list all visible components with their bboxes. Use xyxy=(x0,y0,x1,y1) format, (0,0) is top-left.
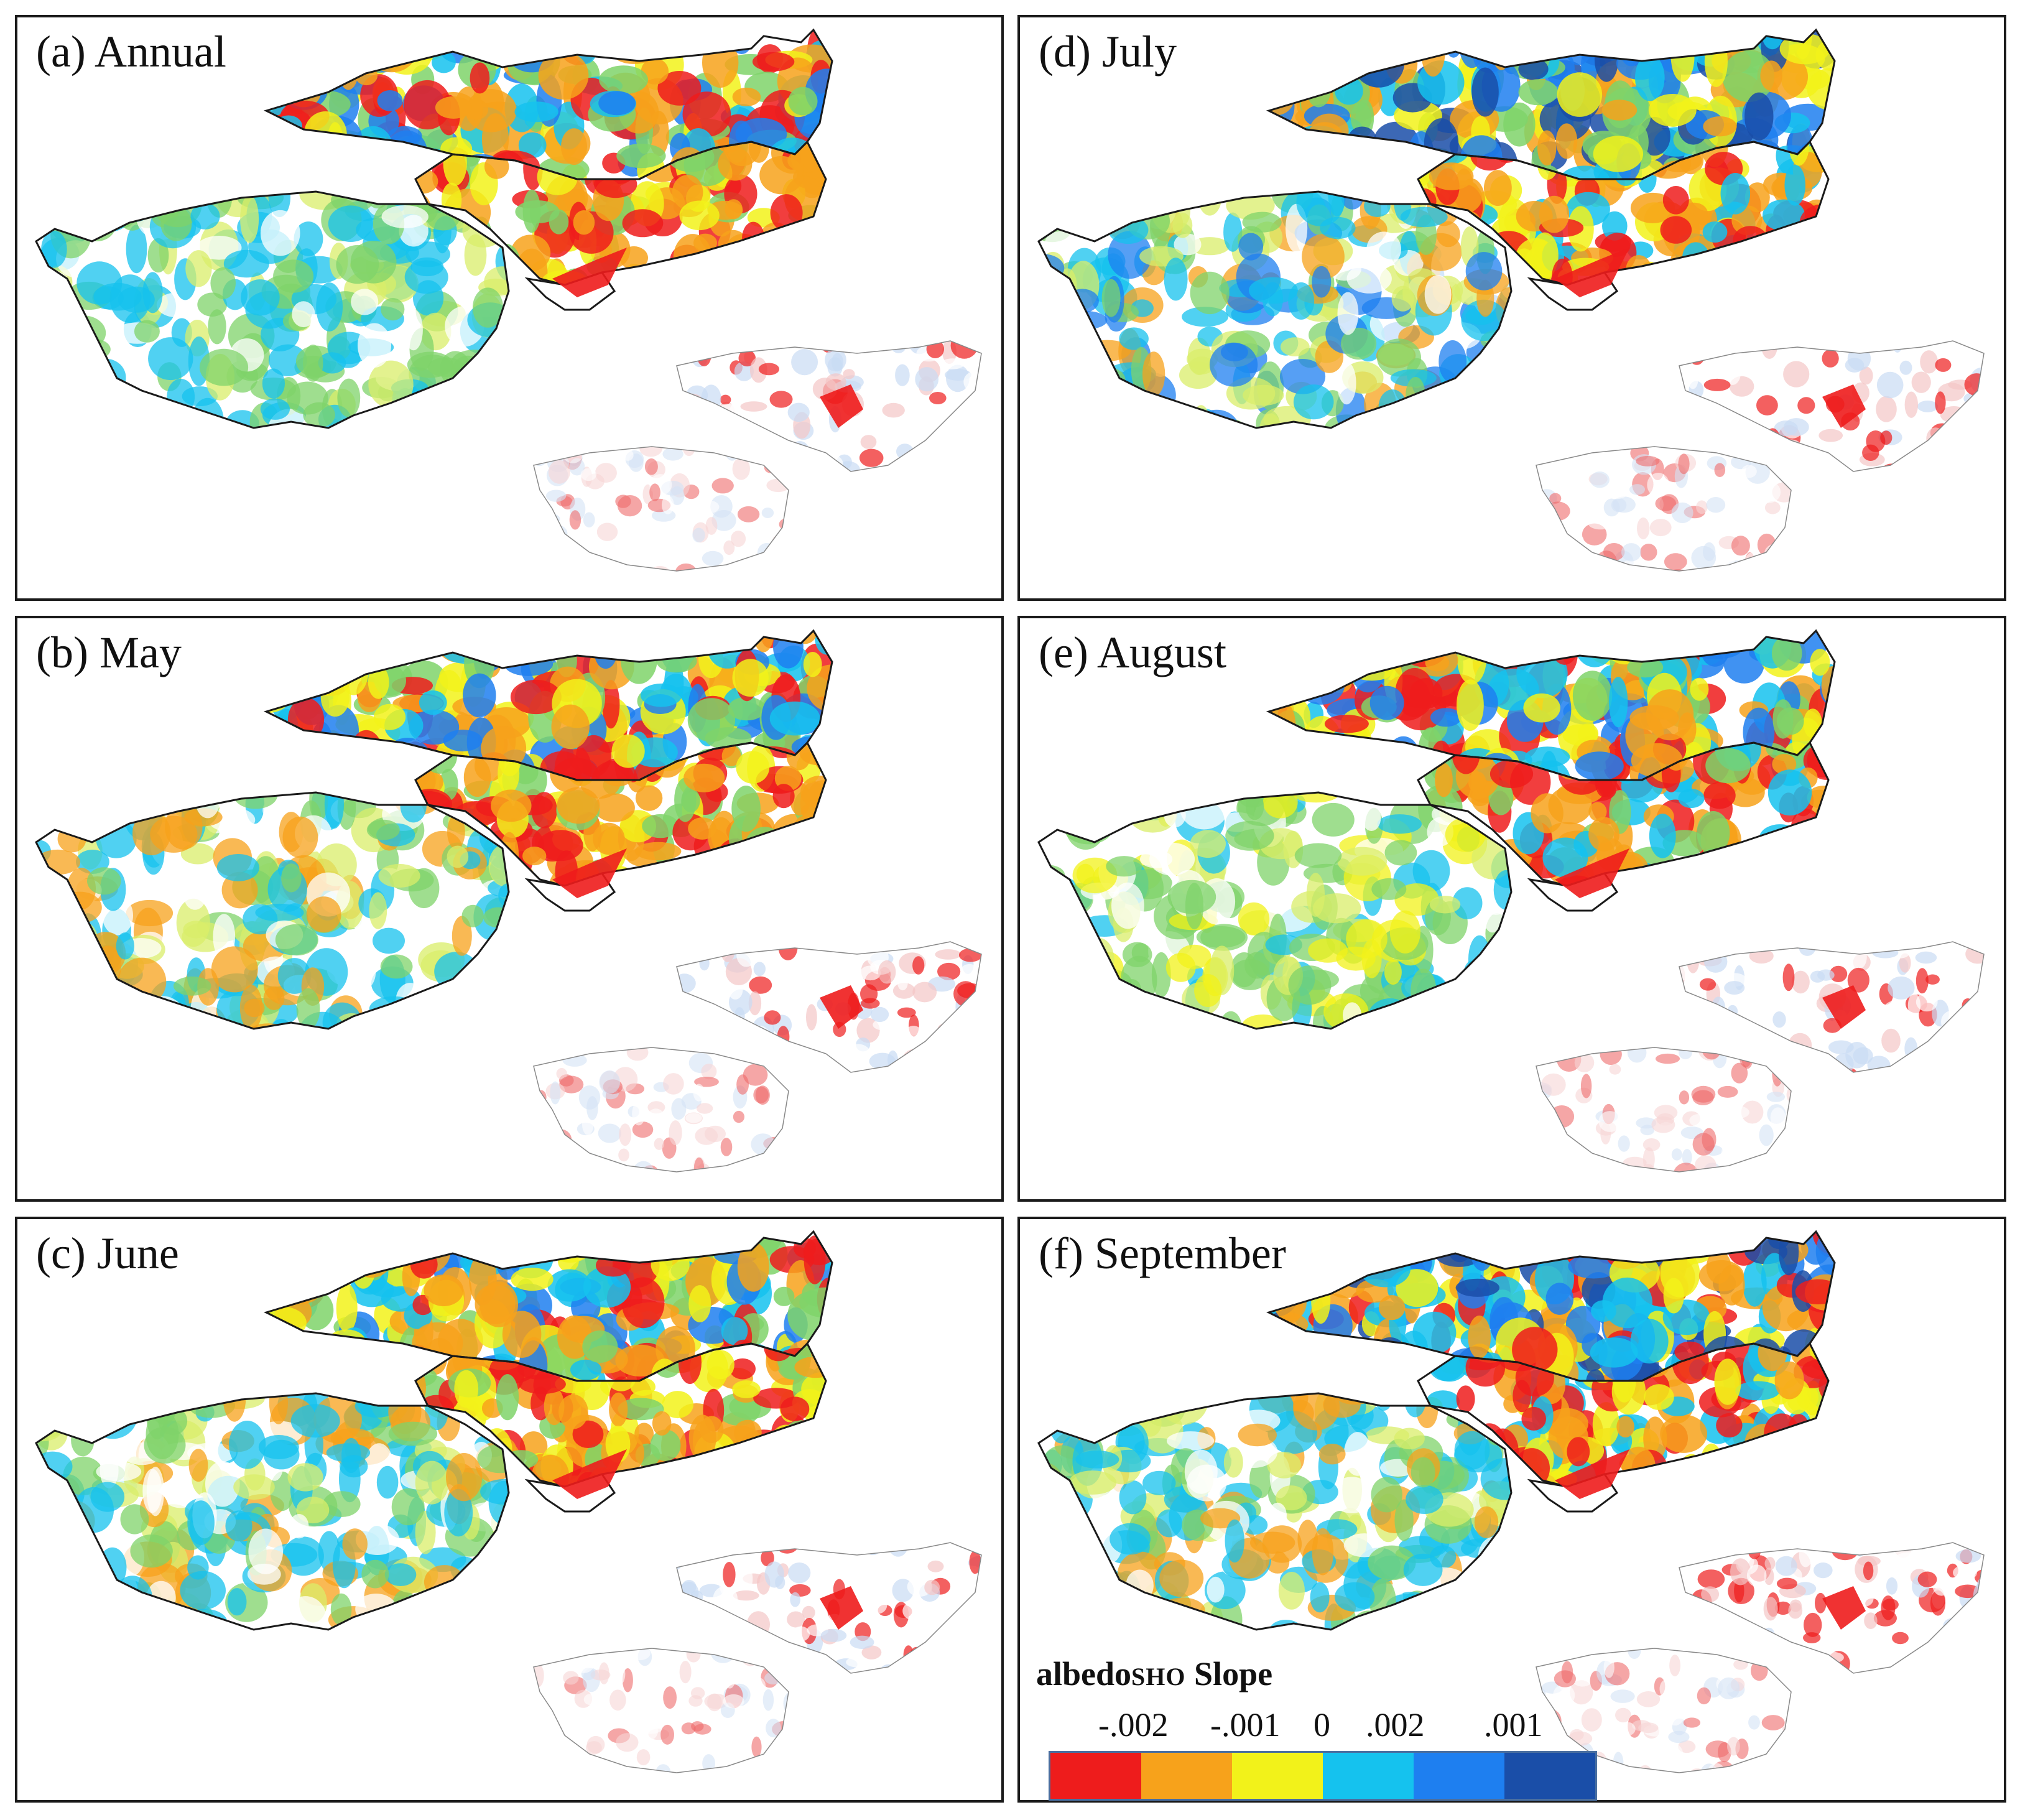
map-panel-august: (e) August xyxy=(1017,616,2006,1202)
panel-title: (e) August xyxy=(1039,628,1226,677)
legend-swatch xyxy=(1504,1753,1595,1799)
legend-tick: 0 xyxy=(1313,1706,1330,1743)
legend-swatch xyxy=(1414,1753,1504,1799)
map-figure xyxy=(35,1230,982,1773)
legend-swatch xyxy=(1050,1753,1141,1799)
map-panel-june: (c) June xyxy=(15,1217,1004,1803)
panel-title: (d) July xyxy=(1039,27,1177,77)
legend-tick: -.002 xyxy=(1098,1706,1169,1743)
map-panel-annual: (a) Annual xyxy=(15,15,1004,601)
legend-title: albedoSHO Slope xyxy=(1036,1655,1273,1692)
legend-swatch xyxy=(1141,1753,1232,1799)
color-legend: albedoSHO Slope -.002 -.001 0 .002 .001 xyxy=(1036,1655,1597,1804)
map-figure xyxy=(1037,629,1985,1172)
panel-title: (c) June xyxy=(36,1228,179,1278)
map-figure xyxy=(1037,28,1985,572)
map-panel-may: (b) May xyxy=(15,616,1004,1202)
legend-swatch xyxy=(1323,1753,1414,1799)
map-panel-september: (f) September xyxy=(1017,1217,2006,1803)
map-figure xyxy=(1037,1230,1985,1773)
map-figure xyxy=(35,28,982,572)
map-panel-july: (d) July xyxy=(1017,15,2006,601)
legend-tick: .002 xyxy=(1366,1706,1425,1743)
legend-color-bar xyxy=(1049,1751,1597,1801)
legend-tick: -.001 xyxy=(1210,1706,1281,1743)
map-figure xyxy=(35,629,982,1172)
panel-title: (a) Annual xyxy=(36,27,226,77)
panel-title: (f) September xyxy=(1039,1228,1286,1278)
panel-title: (b) May xyxy=(36,628,182,677)
legend-tick: .001 xyxy=(1484,1706,1543,1743)
legend-swatch xyxy=(1232,1753,1323,1799)
